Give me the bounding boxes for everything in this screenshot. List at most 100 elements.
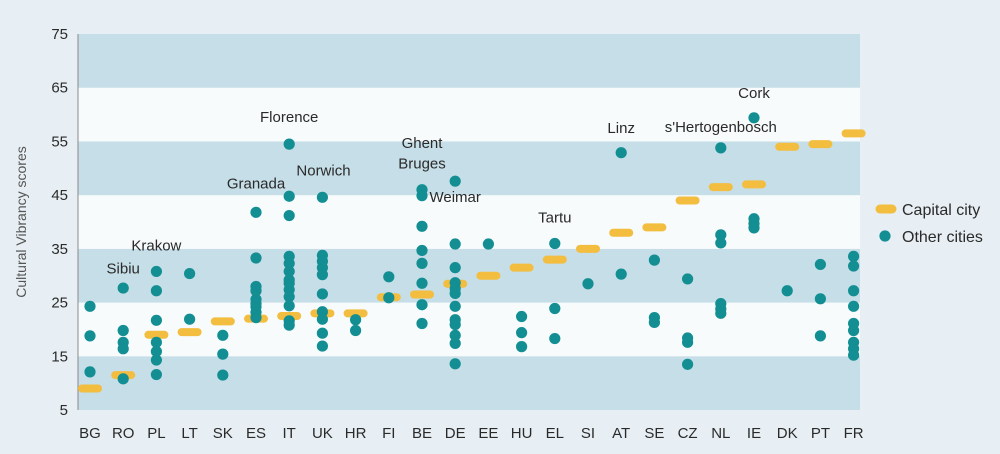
plot-band (78, 356, 860, 410)
other-city-point (184, 313, 196, 325)
other-city-point (150, 345, 162, 358)
y-tick-label: 45 (51, 187, 68, 204)
annotation-label: Sibiu (107, 261, 140, 278)
other-city-point (283, 319, 295, 331)
other-city-point (316, 269, 328, 281)
other-city-point (416, 220, 428, 232)
legend-other-label: Other cities (902, 229, 983, 246)
other-city-point (217, 369, 229, 381)
x-tick-label: SE (644, 425, 664, 442)
other-city-point (449, 287, 461, 300)
other-city-point (449, 300, 461, 312)
other-city-point (715, 307, 727, 319)
other-city-point (449, 262, 461, 274)
other-city-point (715, 142, 727, 154)
other-city-point (150, 336, 162, 348)
other-city-point (316, 340, 328, 352)
other-city-point (682, 336, 694, 348)
other-city-point (283, 209, 295, 222)
other-city-point (150, 265, 162, 278)
other-city-point (117, 373, 129, 385)
x-tick-label: PL (147, 425, 165, 442)
other-city-point (615, 268, 627, 280)
annotation-label: s'Hertogenbosch (665, 119, 777, 136)
other-city-point (250, 312, 262, 324)
plot-band (78, 302, 860, 357)
other-city-point (748, 222, 760, 234)
x-tick-label: DK (777, 425, 798, 442)
other-city-point (748, 112, 760, 124)
annotation-label: Weimar (429, 189, 480, 206)
other-city-point (848, 324, 860, 337)
other-city-point (848, 349, 860, 361)
x-tick-label: IE (747, 425, 761, 442)
annotation-label: Ghent (402, 135, 444, 152)
x-tick-label: EL (546, 425, 564, 442)
other-city-point (848, 285, 860, 297)
other-city-point (449, 175, 461, 187)
x-tick-label: PT (811, 425, 830, 442)
other-city-point (781, 285, 793, 297)
y-tick-label: 5 (60, 402, 68, 419)
other-city-point (383, 271, 395, 283)
x-tick-label: CZ (678, 425, 698, 442)
y-axis-title: Cultural Vibrancy scores (13, 146, 29, 297)
other-city-point (184, 267, 196, 280)
other-city-point (416, 190, 428, 202)
other-city-point (283, 291, 295, 303)
other-city-point (449, 337, 461, 349)
plot-band (78, 141, 860, 196)
other-city-point (516, 310, 528, 323)
other-city-point (316, 288, 328, 300)
other-city-point (715, 229, 727, 241)
other-city-point (682, 273, 694, 285)
other-city-point (117, 343, 129, 355)
y-tick-label: 25 (51, 295, 68, 312)
other-city-point (250, 252, 262, 264)
annotation-label: Linz (607, 120, 635, 137)
x-tick-label: IT (283, 425, 296, 442)
other-city-point (814, 293, 827, 305)
x-tick-label: FR (844, 425, 864, 442)
annotation-label: Norwich (296, 162, 350, 179)
x-tick-label: SK (213, 425, 233, 442)
x-tick-label: FI (382, 425, 395, 442)
annotation-label: Bruges (398, 155, 446, 172)
other-city-point (416, 257, 428, 269)
x-tick-label: SI (581, 425, 595, 442)
x-tick-label: NL (711, 425, 730, 442)
other-city-point (150, 354, 162, 366)
other-city-point (383, 292, 395, 304)
other-city-point (549, 237, 561, 250)
legend-other-swatch (879, 230, 891, 242)
other-city-point (516, 327, 528, 339)
x-tick-label: HU (511, 425, 533, 442)
other-city-point (648, 254, 661, 266)
annotation-label: Tartu (538, 210, 571, 227)
plot-bands (78, 34, 860, 410)
other-city-point (449, 238, 461, 250)
x-tick-label: DE (445, 425, 466, 442)
chart-marks (78, 112, 866, 393)
other-city-point (217, 348, 229, 360)
x-tick-label: HR (345, 425, 367, 442)
other-city-point (350, 314, 362, 326)
other-city-point (549, 332, 561, 345)
y-tick-label: 15 (51, 348, 68, 365)
other-city-point (84, 366, 96, 378)
plot-band (78, 87, 860, 142)
other-city-point (316, 313, 328, 325)
other-city-point (516, 341, 528, 353)
other-city-point (217, 329, 229, 341)
x-tick-label: BE (412, 425, 432, 442)
other-city-point (715, 237, 727, 249)
other-city-point (316, 327, 328, 339)
x-tick-label: EE (478, 425, 498, 442)
other-city-point (283, 265, 295, 278)
annotation-label: Granada (227, 176, 286, 193)
other-city-point (283, 138, 295, 150)
other-city-point (648, 316, 661, 329)
x-tick-label: ES (246, 425, 266, 442)
other-city-point (84, 300, 96, 312)
